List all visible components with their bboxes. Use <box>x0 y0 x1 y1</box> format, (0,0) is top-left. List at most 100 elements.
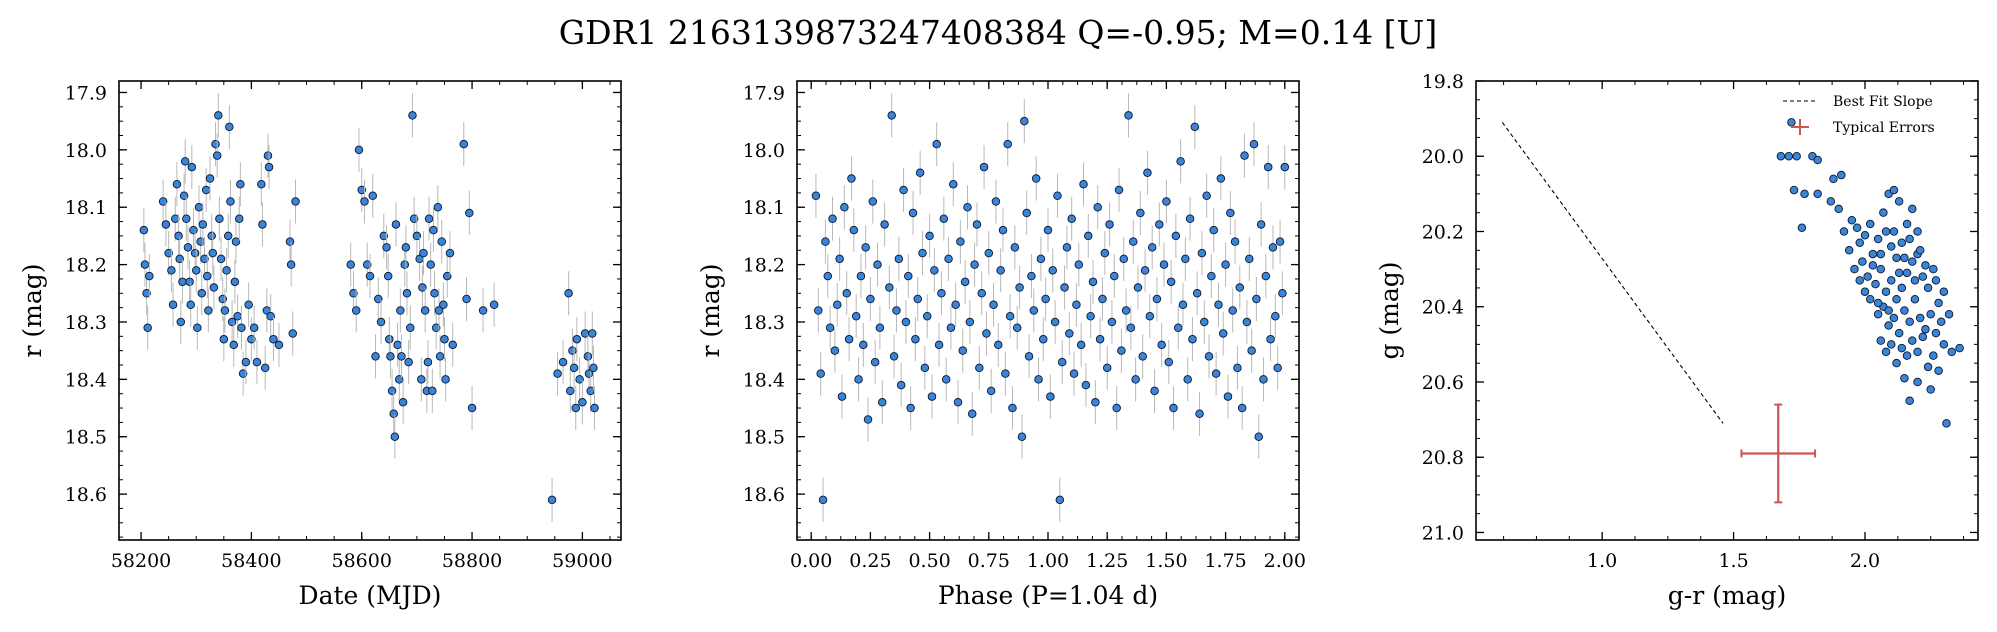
data-point <box>1223 392 1233 401</box>
x-tick-label: 2.00 <box>1264 550 1306 572</box>
data-point <box>269 334 278 344</box>
data-point <box>354 145 364 155</box>
data-point <box>1887 340 1896 349</box>
data-point <box>1905 396 1914 406</box>
data-point <box>1105 220 1114 229</box>
data-point <box>426 260 435 269</box>
x-tick-label: 1.25 <box>1086 550 1128 572</box>
data-point <box>949 180 958 189</box>
data-point <box>236 180 245 189</box>
phase-folded-panel: 0.00 0.25 0.50 0.75 1.00 1.25 1.50 1.75 2.00 17.9… <box>696 80 1306 610</box>
data-point <box>868 197 878 206</box>
data-point <box>1228 306 1237 315</box>
data-point <box>849 225 859 235</box>
data-point <box>379 231 389 241</box>
x-tick-label: 59000 <box>552 550 612 572</box>
data-point <box>398 398 408 407</box>
data-point <box>1789 185 1799 195</box>
data-point <box>1926 310 1935 319</box>
data-point <box>991 197 1001 206</box>
data-point <box>1908 204 1917 214</box>
data-point <box>1178 300 1188 310</box>
data-point <box>1800 189 1809 199</box>
data-point <box>1041 294 1050 304</box>
data-point <box>1216 174 1226 183</box>
data-point <box>1944 310 1954 319</box>
data-point <box>930 266 939 275</box>
data-point <box>1176 157 1185 166</box>
y-tick-label: 20.4 <box>1422 297 1464 319</box>
data-point <box>433 202 443 212</box>
data-point <box>396 306 405 315</box>
data-point <box>459 139 469 149</box>
data-point <box>972 220 982 229</box>
y-tick-label: 19.8 <box>1422 71 1464 93</box>
data-point <box>861 243 870 252</box>
data-point <box>1913 227 1922 236</box>
data-point <box>1121 306 1131 315</box>
data-point <box>1145 311 1155 321</box>
data-point <box>412 231 422 241</box>
data-point <box>1150 386 1159 396</box>
data-point <box>1902 268 1912 278</box>
data-point <box>1902 219 1912 229</box>
data-point <box>571 403 581 413</box>
data-point <box>911 334 920 344</box>
data-point <box>1218 329 1228 338</box>
data-point <box>241 357 251 367</box>
data-point <box>1192 289 1202 298</box>
data-point <box>430 289 439 298</box>
data-point <box>200 254 209 264</box>
data-point <box>572 334 582 344</box>
data-point <box>187 162 197 172</box>
data-point <box>1873 234 1883 244</box>
data-point <box>1169 403 1178 413</box>
data-point <box>1067 214 1076 223</box>
data-point <box>376 317 386 327</box>
data-point <box>887 111 896 120</box>
data-point <box>1029 306 1039 315</box>
data-point <box>1879 208 1888 217</box>
data-point <box>1939 340 1949 349</box>
data-point <box>866 294 875 304</box>
data-point <box>247 334 256 344</box>
data-point <box>583 352 593 361</box>
data-point <box>1855 276 1864 285</box>
data-point <box>1031 174 1041 183</box>
data-point <box>428 386 437 396</box>
data-point <box>209 283 219 292</box>
data-point <box>402 289 412 298</box>
data-point <box>1860 231 1870 240</box>
data-point <box>1008 403 1017 413</box>
data-point <box>889 352 899 361</box>
data-point <box>288 329 298 338</box>
data-point <box>1881 227 1891 236</box>
data-point <box>1204 352 1214 361</box>
data-point <box>1138 352 1147 361</box>
data-point <box>1929 351 1938 360</box>
data-point <box>575 375 584 384</box>
data-point <box>167 266 176 275</box>
data-point <box>1847 215 1857 225</box>
data-point <box>1278 289 1287 298</box>
data-point <box>1183 375 1192 384</box>
data-point <box>390 432 400 441</box>
data-point <box>1918 332 1928 342</box>
data-point <box>349 289 358 298</box>
data-point <box>1043 225 1053 235</box>
data-point <box>996 266 1005 275</box>
data-point <box>420 306 430 315</box>
data-point <box>564 289 573 298</box>
data-point <box>1894 197 1904 206</box>
data-point <box>176 317 186 327</box>
data-point <box>225 122 234 132</box>
data-point <box>915 168 925 178</box>
data-point <box>896 380 906 390</box>
data-point <box>558 357 568 367</box>
data-point <box>429 225 438 235</box>
data-point <box>977 289 986 298</box>
data-point <box>925 231 934 241</box>
x-tick-label: 0.00 <box>790 550 832 572</box>
x-tick-label: 1.50 <box>1145 550 1187 572</box>
data-point <box>1185 214 1195 223</box>
